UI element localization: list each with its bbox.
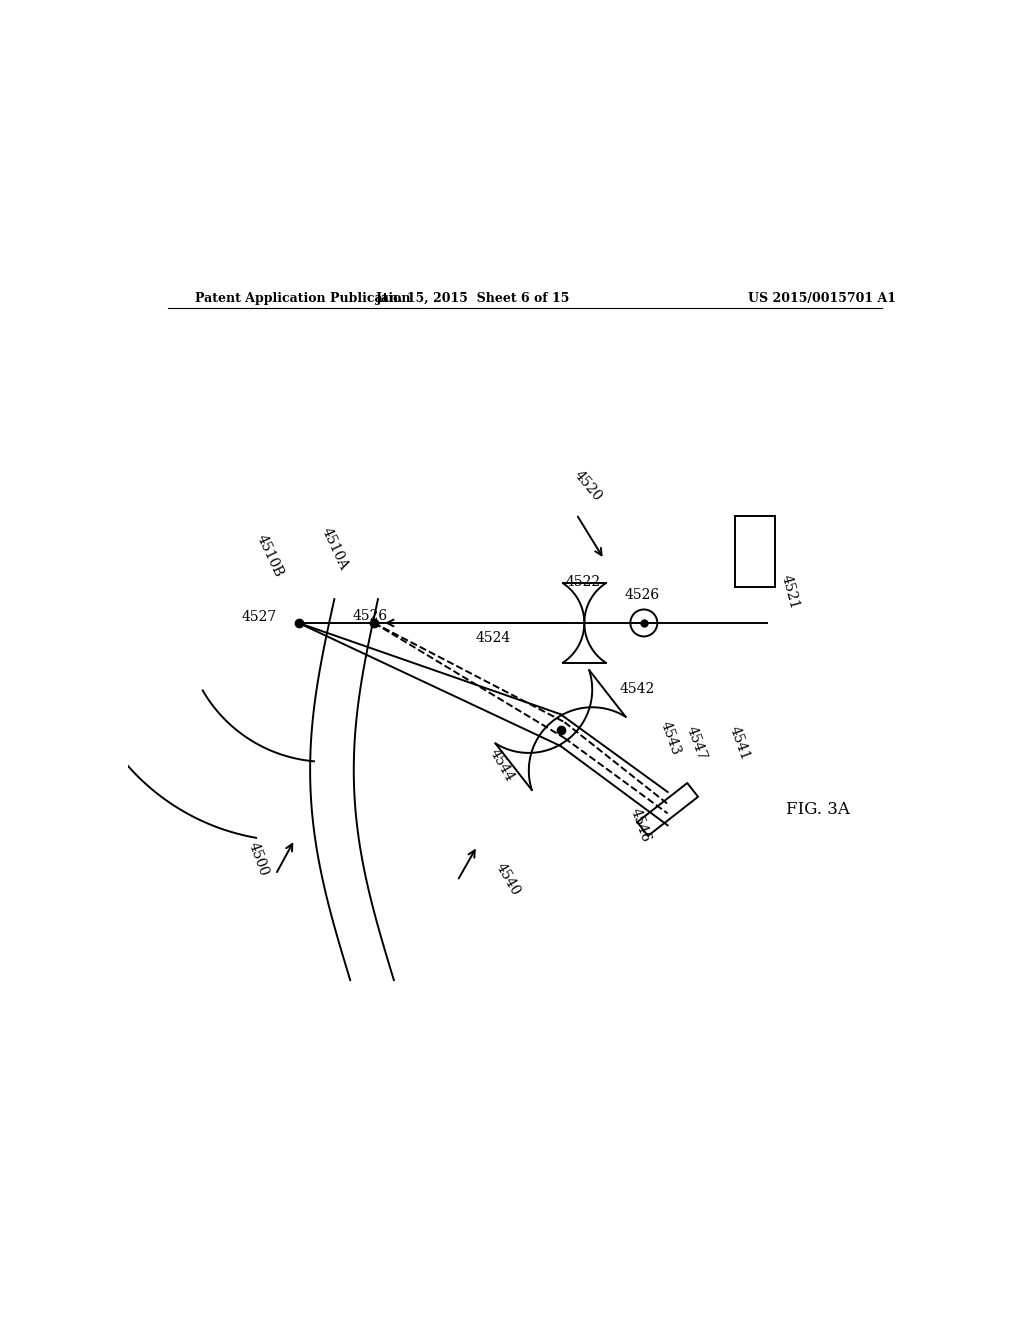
Text: 4510A: 4510A [318,525,350,573]
Text: 4500: 4500 [246,840,270,878]
Text: 4547: 4547 [684,723,709,762]
Text: US 2015/0015701 A1: US 2015/0015701 A1 [749,292,896,305]
Text: 4510B: 4510B [253,532,286,579]
Text: 4546: 4546 [628,807,653,845]
Text: 4522: 4522 [566,576,601,590]
Text: 4541: 4541 [727,723,753,762]
Text: 4520: 4520 [570,467,604,504]
Text: 4540: 4540 [494,861,523,898]
Text: 4524: 4524 [475,631,511,645]
Text: 4526: 4526 [352,609,388,623]
Text: 4527: 4527 [242,610,278,624]
Bar [735,516,775,587]
Text: Jan. 15, 2015  Sheet 6 of 15: Jan. 15, 2015 Sheet 6 of 15 [376,292,570,305]
Text: 4543: 4543 [658,719,683,756]
Text: 4526: 4526 [625,587,659,602]
Text: 4542: 4542 [620,682,655,696]
Text: Patent Application Publication: Patent Application Publication [196,292,411,305]
Text: 4521: 4521 [778,573,802,611]
Text: FIG. 3A: FIG. 3A [786,801,850,818]
Text: 4544: 4544 [487,747,517,784]
